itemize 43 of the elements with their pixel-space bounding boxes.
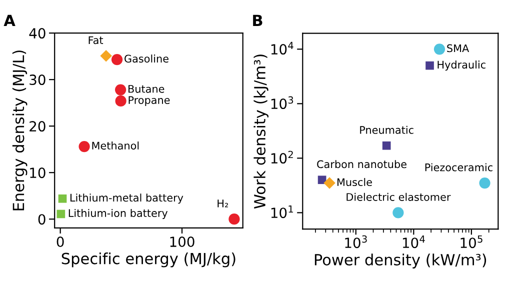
x-tick-label: 10$^{5}$	[460, 235, 482, 248]
y-tick-label: 10$^{2}$	[271, 150, 293, 164]
annotation: Muscle	[337, 178, 372, 186]
annotation: Carbon nanotube	[317, 160, 406, 168]
annotation: Lithium-ion battery	[68, 208, 168, 220]
x-tick-label: 100	[170, 236, 194, 248]
annotation: Gasoline	[124, 54, 168, 63]
y-tick-label: 40	[29, 28, 46, 39]
y-tick-label: 10$^{4}$	[271, 42, 294, 55]
x-tick-label: 10$^{3}$	[345, 235, 367, 248]
annotation: Hydraulic	[438, 60, 486, 71]
point	[56, 210, 66, 218]
y-axis-title: Work density (kJ/m³)	[254, 54, 268, 209]
point	[114, 84, 126, 96]
point	[228, 214, 240, 225]
x-tick-label: 10$^{4}$	[402, 235, 425, 248]
point	[58, 194, 67, 203]
chart-title: A	[4, 14, 16, 26]
annotation: Piezoceramic	[425, 163, 492, 172]
y-tick-label: 20	[30, 121, 46, 132]
y-tick-label: 30	[30, 74, 46, 86]
annotation: Lithium-metal battery	[70, 194, 184, 204]
y-tick-label: 10	[30, 168, 46, 178]
annotation: SMA	[447, 44, 470, 52]
annotation: Dielectric elastomer	[346, 192, 451, 201]
x-tick-label: 0	[56, 236, 64, 248]
x-axis-title: Power density (kW/m³)	[314, 254, 486, 268]
annotation: Methanol	[92, 142, 139, 150]
y-tick-label: 10$^{1}$	[271, 205, 293, 218]
annotation: Butane	[128, 85, 164, 93]
chart-title: B	[253, 14, 262, 26]
y-axis-title: Energy density (MJ/L)	[12, 50, 28, 210]
y-tick-label: 0	[38, 214, 46, 225]
point	[115, 95, 126, 107]
annotation: H₂	[218, 200, 228, 208]
point	[78, 140, 90, 152]
annotation: Propane	[128, 96, 170, 106]
y-tick-label: 10$^{3}$	[271, 96, 294, 110]
point	[111, 54, 123, 66]
point	[100, 50, 112, 62]
x-axis-title: Specific energy (MJ/kg)	[62, 252, 236, 268]
annotation: Pneumatic	[360, 126, 414, 134]
annotation: Fat	[88, 36, 104, 44]
